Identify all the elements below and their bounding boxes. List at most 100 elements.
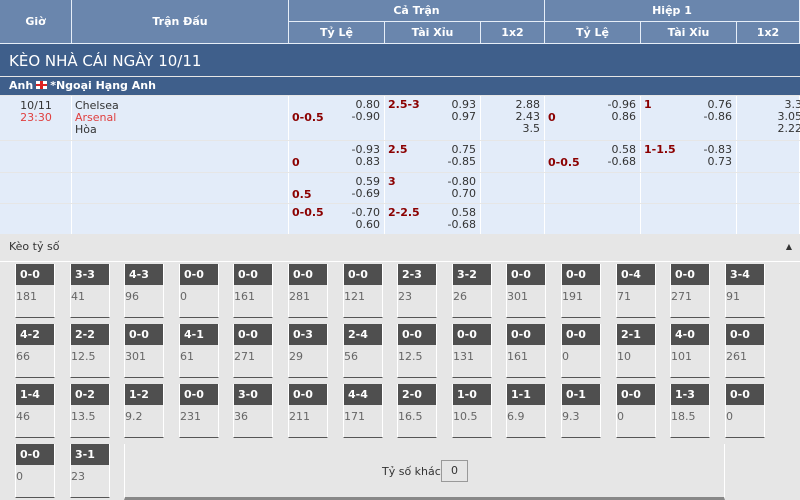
- odds-cell: [72, 141, 289, 172]
- h1-handicap-odds-1: 0.58: [611, 143, 637, 156]
- score-label: 3-4: [726, 264, 764, 285]
- score-odds: 101: [671, 350, 692, 363]
- odds-cell: 3.3 3.05 2.22: [737, 96, 800, 140]
- score-odds: 161: [234, 290, 255, 303]
- score-label: 0-0: [398, 324, 436, 345]
- correct-score-title: Kèo tỷ số: [9, 240, 60, 253]
- score-option[interactable]: 0-0 181: [15, 264, 55, 318]
- correct-score-header[interactable]: Kèo tỷ số ▲: [0, 235, 800, 262]
- caret-up-icon[interactable]: ▲: [785, 242, 792, 251]
- score-option[interactable]: 3-2 26: [452, 264, 492, 318]
- score-odds: 131: [453, 350, 474, 363]
- odds-cell: 0-0.5 0.80 -0.90: [289, 96, 385, 140]
- score-option[interactable]: 0-0 161: [233, 264, 273, 318]
- score-label: 0-2: [71, 384, 109, 405]
- h1-ou-line: 1: [644, 98, 652, 111]
- score-odds: 18.5: [671, 410, 696, 423]
- header-gio: Giờ: [0, 0, 72, 44]
- score-odds: 281: [289, 290, 310, 303]
- score-odds: 0: [617, 410, 624, 423]
- score-label: 1-0: [453, 384, 491, 405]
- score-odds: 16.5: [398, 410, 423, 423]
- ft-under: 0.97: [451, 110, 477, 123]
- score-option[interactable]: 0-0 191: [561, 264, 601, 318]
- england-flag-icon: [36, 81, 48, 89]
- score-option[interactable]: 0-0 131: [452, 324, 492, 378]
- score-option[interactable]: 4-1 61: [179, 324, 219, 378]
- score-option[interactable]: 0-0 231: [179, 384, 219, 438]
- score-label: 3-3: [71, 264, 109, 285]
- score-option[interactable]: 0-2 13.5: [70, 384, 110, 438]
- score-option[interactable]: 0-0 0: [725, 384, 765, 438]
- score-option[interactable]: 0-0 261: [725, 324, 765, 378]
- ft-under: 0.70: [451, 187, 477, 200]
- score-option[interactable]: 0-0 301: [506, 264, 546, 318]
- score-option[interactable]: 0-0 121: [343, 264, 383, 318]
- odds-cell: 0.5 0.59 -0.69: [289, 173, 385, 203]
- score-option[interactable]: 0-0 161: [506, 324, 546, 378]
- score-option[interactable]: 4-2 66: [15, 324, 55, 378]
- score-option[interactable]: 2-2 12.5: [70, 324, 110, 378]
- score-odds: 41: [71, 290, 85, 303]
- score-option[interactable]: 2-0 16.5: [397, 384, 437, 438]
- score-option[interactable]: 0-0 0: [561, 324, 601, 378]
- score-option[interactable]: 1-0 10.5: [452, 384, 492, 438]
- score-option[interactable]: 4-0 101: [670, 324, 710, 378]
- score-odds: 301: [125, 350, 146, 363]
- score-option[interactable]: 0-0 301: [124, 324, 164, 378]
- score-label: 0-0: [507, 264, 545, 285]
- score-odds: 10.5: [453, 410, 478, 423]
- score-option[interactable]: 4-3 96: [124, 264, 164, 318]
- score-option[interactable]: 0-3 29: [288, 324, 328, 378]
- score-odds: 231: [180, 410, 201, 423]
- score-option[interactable]: 2-1 10: [616, 324, 656, 378]
- score-label: 0-0: [125, 324, 163, 345]
- score-odds: 6.9: [507, 410, 525, 423]
- ft-under: -0.85: [447, 155, 476, 168]
- score-odds: 9.2: [125, 410, 143, 423]
- score-odds: 301: [507, 290, 528, 303]
- score-label: 0-3: [289, 324, 327, 345]
- score-odds: 0: [16, 470, 23, 483]
- score-odds: 29: [289, 350, 303, 363]
- score-odds: 9.3: [562, 410, 580, 423]
- header-ft-ty-le: Tỷ Lệ: [289, 22, 385, 44]
- score-option[interactable]: 3-4 91: [725, 264, 765, 318]
- score-option[interactable]: 3-0 36: [233, 384, 273, 438]
- score-label: 0-0: [344, 264, 382, 285]
- score-option[interactable]: 0-0 211: [288, 384, 328, 438]
- score-option[interactable]: 1-3 18.5: [670, 384, 710, 438]
- score-option[interactable]: 0-4 71: [616, 264, 656, 318]
- score-option[interactable]: 0-0 0: [15, 444, 55, 498]
- score-option[interactable]: 4-4 171: [343, 384, 383, 438]
- score-odds: 10: [617, 350, 631, 363]
- h1-1x2-draw: 2.22: [777, 122, 800, 135]
- score-option[interactable]: 0-0 281: [288, 264, 328, 318]
- page-title: KÈO NHÀ CÁI NGÀY 10/11: [0, 44, 800, 76]
- header-h1-1x2: 1x2: [737, 22, 800, 44]
- score-option[interactable]: 0-0 12.5: [397, 324, 437, 378]
- score-option[interactable]: 0-1 9.3: [561, 384, 601, 438]
- score-option[interactable]: 3-1 23: [70, 444, 110, 498]
- h1-handicap-odds-2: 0.86: [611, 110, 637, 123]
- score-option[interactable]: 1-2 9.2: [124, 384, 164, 438]
- score-option[interactable]: 1-1 6.9: [506, 384, 546, 438]
- ft-1x2-away: 2.43: [515, 110, 541, 123]
- odds-cell: [481, 204, 545, 234]
- score-option[interactable]: 0-0 271: [233, 324, 273, 378]
- score-option[interactable]: 1-4 46: [15, 384, 55, 438]
- score-label: 1-1: [507, 384, 545, 405]
- league-bar[interactable]: Anh *Ngoại Hạng Anh: [0, 77, 800, 95]
- score-odds: 191: [562, 290, 583, 303]
- score-option[interactable]: 2-3 23: [397, 264, 437, 318]
- score-option[interactable]: 0-0 0: [616, 384, 656, 438]
- score-option[interactable]: 2-4 56: [343, 324, 383, 378]
- score-label: 0-0: [16, 444, 54, 465]
- score-odds: 66: [16, 350, 30, 363]
- score-option[interactable]: 3-3 41: [70, 264, 110, 318]
- score-option[interactable]: 0-0 271: [670, 264, 710, 318]
- odds-cell: 0 -0.96 0.86: [545, 96, 641, 140]
- score-option[interactable]: 0-0 0: [179, 264, 219, 318]
- header-ft-tai-xiu: Tài Xỉu: [385, 22, 481, 44]
- ft-handicap-line: 0.5: [292, 188, 312, 201]
